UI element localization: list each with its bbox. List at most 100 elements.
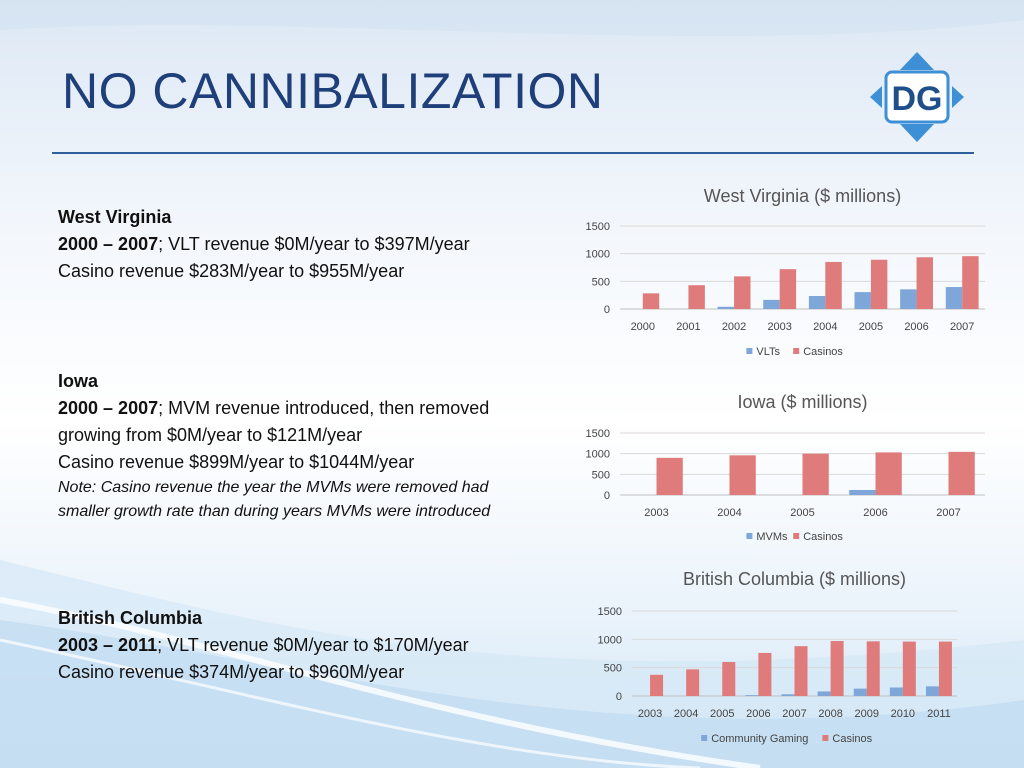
y-tick-label: 1500 xyxy=(586,221,610,233)
chart-title: British Columbia ($ millions) xyxy=(683,569,906,589)
british-columbia-text: British Columbia 2003 – 2011; VLT revenu… xyxy=(58,605,578,686)
x-tick-label: 2003 xyxy=(638,708,662,720)
bar-casinos xyxy=(722,662,736,696)
bar-casinos xyxy=(794,646,808,696)
x-tick-label: 2006 xyxy=(863,507,887,519)
x-tick-label: 2011 xyxy=(927,708,951,720)
legend-label: Casinos xyxy=(832,733,872,745)
bar-casinos xyxy=(734,276,751,309)
legend-swatch xyxy=(793,348,800,354)
y-tick-label: 1000 xyxy=(586,249,610,261)
x-tick-label: 2007 xyxy=(782,708,806,720)
x-tick-label: 2005 xyxy=(790,507,814,519)
bar-community-gaming xyxy=(853,688,867,696)
bar-casinos xyxy=(802,453,829,495)
bar-casinos xyxy=(650,674,664,696)
legend-label: Casinos xyxy=(803,346,843,358)
british-columbia-chart: British Columbia ($ millions) 0 500 1000 150… xyxy=(585,563,985,755)
bar-vlts xyxy=(808,295,826,309)
ia-heading: Iowa xyxy=(58,371,99,391)
bar-casinos xyxy=(875,452,902,495)
ia-note-1: Note: Casino revenue the year the MVMs w… xyxy=(58,479,489,496)
bc-line-2: Casino revenue $374M/year to $960M/year xyxy=(58,662,405,682)
bar-casinos xyxy=(779,269,797,309)
bar-vlts xyxy=(717,306,735,309)
iowa-text: Iowa 2000 – 2007; MVM revenue introduced… xyxy=(58,368,578,524)
y-tick-label: 500 xyxy=(604,663,622,675)
y-tick-label: 0 xyxy=(604,304,610,316)
bar-casinos xyxy=(866,641,880,696)
y-tick-label: 1500 xyxy=(586,428,610,440)
y-tick-label: 500 xyxy=(592,276,610,288)
x-tick-label: 2008 xyxy=(818,708,842,720)
x-tick-label: 2003 xyxy=(767,321,791,333)
wv-line-2: Casino revenue $283M/year to $955M/year xyxy=(58,261,405,281)
x-tick-label: 2006 xyxy=(904,321,928,333)
chart-title: West Virginia ($ millions) xyxy=(704,186,901,206)
bar-casinos xyxy=(962,256,979,309)
y-tick-label: 0 xyxy=(616,691,622,703)
bar-casinos xyxy=(948,451,975,495)
west-virginia-chart: West Virginia ($ millions) 0 500 1000 1500 20… xyxy=(575,178,995,368)
dg-logo-icon: DG xyxy=(870,52,964,142)
ia-line-1-rest: ; MVM revenue introduced, then removed xyxy=(158,398,490,418)
chart-title: Iowa ($ millions) xyxy=(737,392,867,412)
wv-line-1: 2000 – 2007; VLT revenue $0M/year to $39… xyxy=(58,231,578,258)
wv-heading: West Virginia xyxy=(58,207,172,227)
legend-swatch xyxy=(746,533,753,539)
bar-casinos xyxy=(642,293,660,309)
x-tick-label: 2006 xyxy=(746,708,770,720)
x-tick-label: 2005 xyxy=(859,321,883,333)
bar-casinos xyxy=(938,641,952,696)
bar-casinos xyxy=(825,261,842,309)
bc-line-1: 2003 – 2011; VLT revenue $0M/year to $17… xyxy=(58,632,578,659)
legend-swatch xyxy=(746,348,753,354)
bar-community-gaming xyxy=(781,694,795,696)
bar-community-gaming xyxy=(745,695,759,696)
legend-swatch xyxy=(793,533,800,539)
y-tick-label: 1000 xyxy=(598,634,622,646)
bar-vlts xyxy=(945,287,963,309)
x-tick-label: 2004 xyxy=(674,708,698,720)
x-tick-label: 2002 xyxy=(722,321,746,333)
bar-casinos xyxy=(830,641,844,696)
bar-community-gaming xyxy=(817,691,831,696)
legend-swatch xyxy=(822,735,829,741)
bar-casinos xyxy=(916,257,933,309)
bar-casinos xyxy=(656,457,683,495)
y-tick-label: 500 xyxy=(592,469,610,481)
ia-line-1: 2000 – 2007; MVM revenue introduced, the… xyxy=(58,395,578,422)
bar-community-gaming xyxy=(925,686,939,696)
bar-vlts xyxy=(900,289,917,309)
legend-label: Community Gaming xyxy=(711,733,808,745)
y-tick-label: 1500 xyxy=(598,606,622,618)
west-virginia-text: West Virginia 2000 – 2007; VLT revenue $… xyxy=(58,204,578,285)
ia-note-2: smaller growth rate than during years MV… xyxy=(58,503,491,520)
wv-range: 2000 – 2007 xyxy=(58,234,159,254)
x-tick-label: 2003 xyxy=(644,507,668,519)
bc-range: 2003 – 2011 xyxy=(58,635,158,655)
legend-swatch xyxy=(701,735,708,741)
x-tick-label: 2010 xyxy=(891,708,915,720)
ia-line-2: Casino revenue $899M/year to $1044M/year xyxy=(58,452,415,472)
legend-label: MVMs xyxy=(756,531,788,543)
bar-casinos xyxy=(686,669,700,696)
bar-vlts xyxy=(854,292,871,309)
ia-range: 2000 – 2007 xyxy=(58,398,159,418)
wv-line-1-rest: ; VLT revenue $0M/year to $397M/year xyxy=(158,234,470,254)
y-tick-label: 1000 xyxy=(586,449,610,461)
x-tick-label: 2004 xyxy=(813,321,837,333)
bar-community-gaming xyxy=(889,687,903,696)
legend-label: VLTs xyxy=(756,346,780,358)
title-divider xyxy=(52,152,974,154)
x-tick-label: 2007 xyxy=(950,321,974,333)
legend-label: Casinos xyxy=(803,531,843,543)
x-tick-label: 2005 xyxy=(710,708,734,720)
slide-title: NO CANNIBALIZATION xyxy=(62,63,604,119)
bc-heading: British Columbia xyxy=(58,608,203,628)
bar-casinos xyxy=(758,652,772,696)
x-tick-label: 2001 xyxy=(676,321,700,333)
bar-casinos xyxy=(870,259,888,309)
